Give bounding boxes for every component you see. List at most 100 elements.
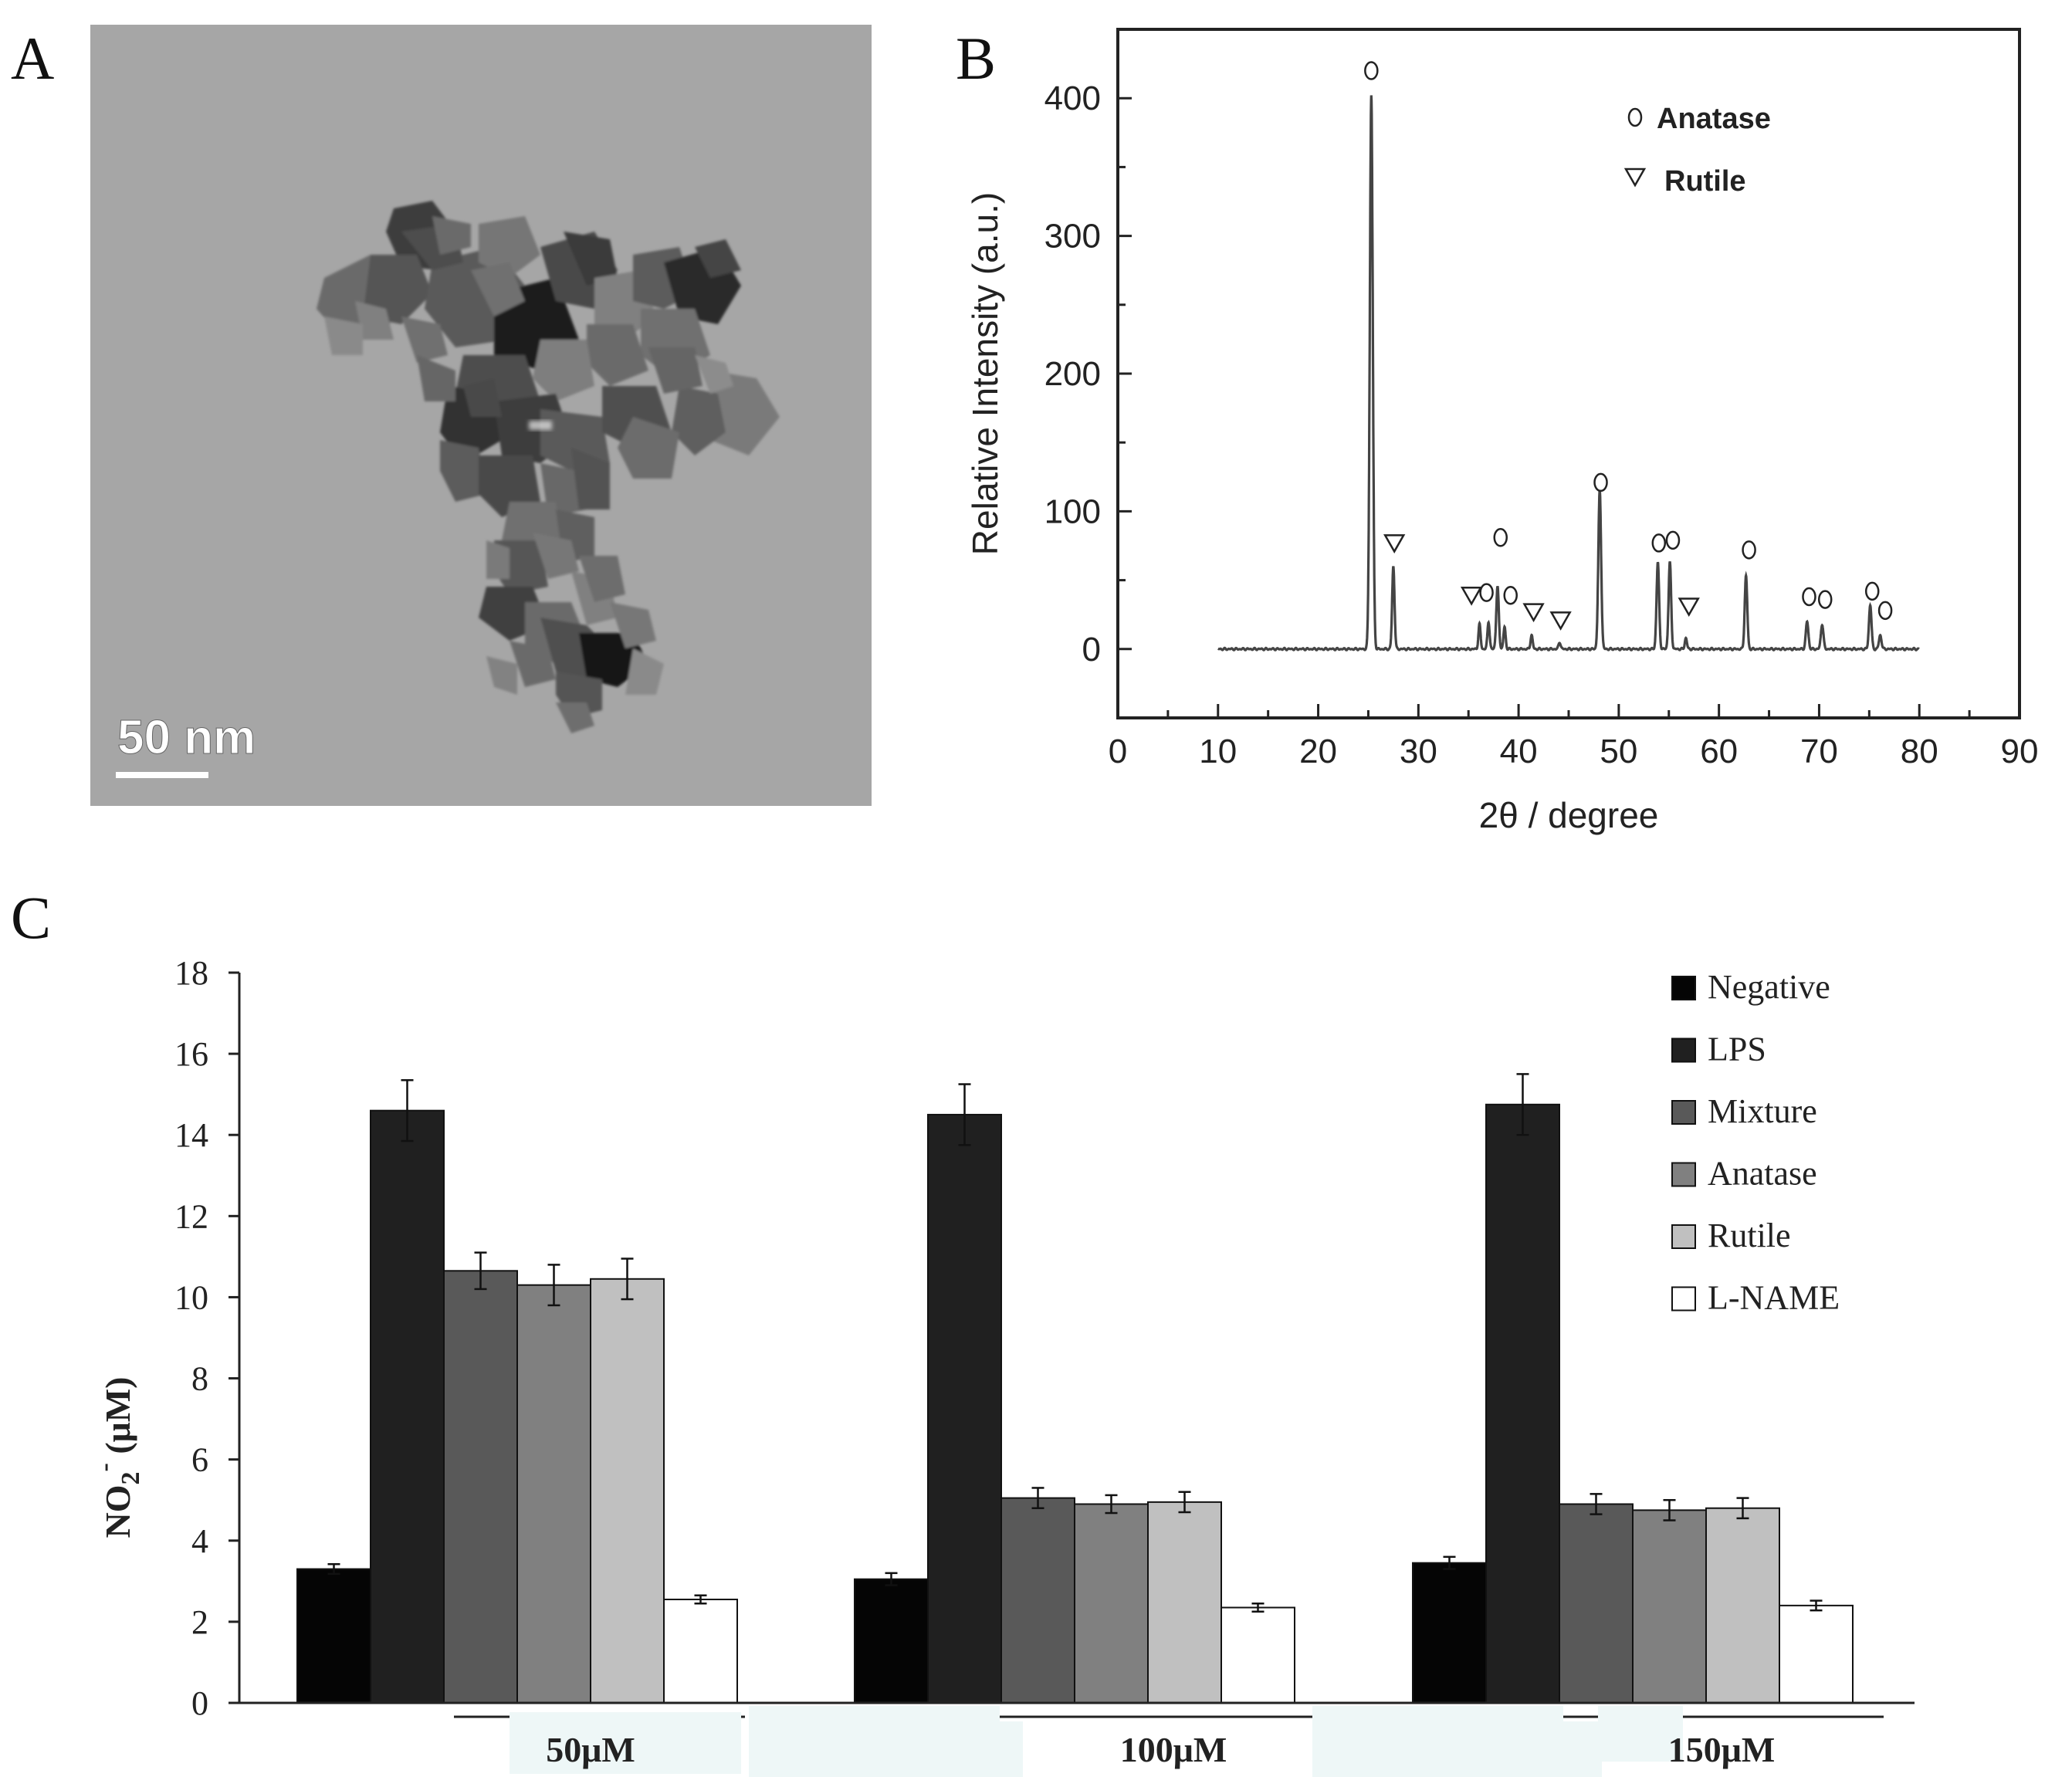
xrd-x-ticks: 0 10 20 30 40 50 60 70 80 90 [1109, 704, 2039, 770]
xrd-y-tick-label: 100 [1044, 492, 1101, 530]
scale-bar [116, 772, 208, 778]
xrd-y-tick-label: 200 [1044, 355, 1101, 393]
bar-anatase [1074, 1503, 1149, 1704]
bar-y-tick-label: 12 [174, 1197, 208, 1235]
anatase-marker [1593, 472, 1608, 492]
bar-y-tick-label: 0 [191, 1684, 208, 1722]
legend-swatch [1671, 976, 1696, 1000]
bar-legend: Negative LPS Mixture Anatase Rutile L-NAME [1671, 968, 1840, 1317]
category-label: 150μM [1668, 1730, 1776, 1769]
legend-anatase-marker [1627, 107, 1643, 127]
panel-label-c: C [11, 884, 51, 951]
bar-y-tick-label: 14 [174, 1116, 208, 1154]
bars [296, 1103, 1854, 1704]
panel-label-b: B [956, 25, 996, 92]
bar-anatase [516, 1284, 591, 1704]
bar-lps [1485, 1103, 1560, 1704]
anatase-marker [1479, 583, 1494, 602]
bar-y-tick-label: 8 [191, 1360, 208, 1398]
anatase-marker [1817, 590, 1833, 609]
scale-bar-label: 50 nm [117, 711, 256, 764]
bar-mixture [1000, 1497, 1075, 1704]
bar-negative [854, 1578, 929, 1704]
bar-y-tick-label: 2 [191, 1603, 208, 1641]
faint-background-bands [510, 1706, 1683, 1777]
bar-axes [238, 973, 1915, 1704]
xrd-x-axis-label: 2θ / degree [1479, 795, 1659, 835]
bar-y-tick-label: 16 [174, 1035, 208, 1073]
rutile-marker [1549, 611, 1572, 631]
xrd-phase-markers [1364, 61, 1893, 631]
rutile-marker [1460, 586, 1483, 606]
legend-label: Rutile [1708, 1217, 1791, 1254]
xrd-x-tick-label: 40 [1500, 733, 1538, 770]
rutile-marker [1383, 534, 1406, 553]
legend-swatch [1671, 1162, 1696, 1187]
xrd-x-tick-label: 90 [2001, 733, 2039, 770]
anatase-marker [1877, 601, 1893, 621]
xrd-y-ticks: 0 100 200 300 400 [1044, 80, 1132, 668]
panel-label-a: A [11, 25, 54, 92]
xrd-y-tick-label: 300 [1044, 218, 1101, 256]
anatase-marker [1742, 540, 1756, 560]
faint-band [510, 1712, 741, 1774]
xrd-chart: 0 10 20 30 40 50 60 70 80 90 0 100 200 300 400 2θ / d… [965, 28, 2039, 835]
faint-band [1509, 1721, 1602, 1777]
bar-y-ticks: 0 2 4 6 8 10 12 14 16 18 [174, 954, 239, 1722]
xrd-x-tick-label: 60 [1700, 733, 1738, 770]
xrd-x-tick-label: 80 [1901, 733, 1938, 770]
anatase-marker [1665, 530, 1681, 550]
xrd-x-tick-label: 50 [1600, 733, 1637, 770]
legend-label: L-NAME [1708, 1279, 1840, 1317]
legend-swatch [1671, 1224, 1696, 1249]
faint-band [1598, 1706, 1683, 1762]
tem-micrograph: 50 nm [90, 25, 872, 806]
nanoparticle-cluster [317, 201, 780, 733]
legend-label: LPS [1708, 1031, 1766, 1068]
bar-l-name [1221, 1606, 1295, 1704]
legend-label: Rutile [1664, 165, 1746, 198]
bar-l-name [1779, 1604, 1854, 1704]
rutile-marker [1678, 597, 1700, 618]
legend-rutile-marker [1623, 168, 1647, 188]
legend-swatch [1671, 1037, 1696, 1063]
bar-l-name [663, 1598, 738, 1704]
legend-label: Anatase [1708, 1155, 1817, 1193]
bar-mixture [443, 1270, 518, 1704]
xrd-x-tick-label: 20 [1299, 733, 1337, 770]
legend-label: Anatase [1657, 103, 1771, 135]
bar-y-tick-label: 10 [174, 1278, 208, 1316]
bar-rutile [1705, 1507, 1780, 1704]
rutile-marker [1522, 603, 1545, 623]
xrd-x-tick-label: 30 [1400, 733, 1437, 770]
bar-mixture [1559, 1503, 1634, 1704]
legend-swatch [1671, 1100, 1696, 1125]
bar-negative [1412, 1562, 1487, 1704]
category-labels: 50μM 100μM 150μM [546, 1730, 1775, 1769]
xrd-pattern-line [1217, 95, 1920, 652]
bar-y-tick-label: 6 [191, 1441, 208, 1479]
bar-y-tick-label: 18 [174, 954, 208, 992]
bar-rutile [1147, 1501, 1222, 1704]
bar-lps [927, 1113, 1002, 1704]
legend-swatch [1671, 1286, 1696, 1312]
xrd-x-tick-label: 0 [1109, 733, 1127, 770]
bar-rutile [590, 1278, 665, 1704]
category-label: 50μM [546, 1730, 635, 1769]
anatase-marker [1651, 533, 1667, 553]
tem-bright-spot [529, 421, 552, 430]
category-label: 100μM [1120, 1730, 1227, 1769]
anatase-marker [1503, 585, 1518, 605]
xrd-y-tick-label: 0 [1082, 631, 1101, 668]
legend-label: Mixture [1708, 1092, 1817, 1130]
faint-band [946, 1721, 1023, 1777]
xrd-y-axis-label: Relative Intensity (a.u.) [965, 192, 1005, 555]
xrd-x-tick-label: 10 [1199, 733, 1237, 770]
bar-anatase [1632, 1509, 1707, 1704]
no2-bar-chart: 0 2 4 6 8 10 12 14 16 18 50μM 100μM 150μM NO2- (μM)… [90, 954, 1915, 1777]
anatase-marker [1802, 587, 1816, 607]
anatase-marker [1364, 61, 1379, 80]
xrd-x-tick-label: 70 [1800, 733, 1838, 770]
anatase-marker [1493, 528, 1508, 547]
